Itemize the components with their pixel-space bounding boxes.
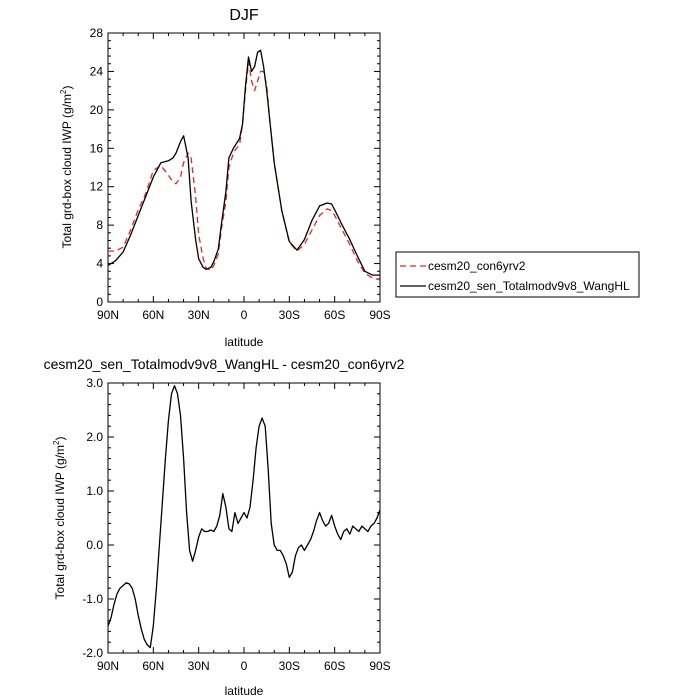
bottom-y-tick-label: -1.0 xyxy=(82,592,103,606)
top-y-tick-label: 24 xyxy=(90,64,104,78)
top-y-tick-label: 16 xyxy=(90,141,104,155)
bottom-y-tick-label: 0.0 xyxy=(86,538,103,552)
top-y-tick-label: 28 xyxy=(90,26,104,40)
bottom-panel: cesm20_sen_Totalmodv9v8_WangHL - cesm20_… xyxy=(44,356,405,698)
bottom-plot-area: 90N 60N 30N 0 30S 60S 90S -2.0 -1.0 0.0 1.0 2.0 3.0 xyxy=(82,376,390,673)
top-x-axis-label: latitude xyxy=(225,335,264,349)
top-y-tick-label: 0 xyxy=(96,295,103,309)
bottom-chart-title: cesm20_sen_Totalmodv9v8_WangHL - cesm20_… xyxy=(44,356,405,372)
top-series-line-0 xyxy=(108,61,381,281)
bottom-x-tick-label: 0 xyxy=(241,659,248,673)
top-chart-title: DJF xyxy=(229,7,259,24)
legend-label-cesm20-sen: cesm20_sen_Totalmodv9v8_WangHL xyxy=(428,279,630,293)
top-plot-frame xyxy=(107,32,381,303)
top-x-tick-label: 90N xyxy=(97,308,119,322)
top-x-tick-label: 90S xyxy=(369,308,390,322)
top-panel: DJF 90N 60N 30N 0 30S 60S 90S 0 4 8 12 16 20 24 28 lat… xyxy=(59,7,640,349)
top-y-tick-label: 4 xyxy=(96,257,103,271)
top-plot-area: 90N 60N 30N 0 30S 60S 90S 0 4 8 12 16 20 24 28 xyxy=(90,26,391,322)
bottom-x-tick-label: 30N xyxy=(188,659,210,673)
bottom-series-line-0 xyxy=(107,385,381,649)
legend: cesm20_con6yrv2 cesm20_sen_Totalmodv9v8_… xyxy=(395,251,640,298)
top-series-line-1 xyxy=(107,49,380,276)
top-x-tick-label: 60N xyxy=(142,308,164,322)
top-y-tick-label: 8 xyxy=(96,218,103,232)
bottom-plot-frame xyxy=(107,382,381,654)
bottom-x-tick-label: 90S xyxy=(369,659,390,673)
top-x-tick-label: 0 xyxy=(241,308,248,322)
legend-label-cesm20-con6yrv2: cesm20_con6yrv2 xyxy=(428,259,526,273)
top-y-tick-label: 20 xyxy=(90,103,104,117)
top-x-tick-label: 30N xyxy=(188,308,210,322)
bottom-x-tick-label: 30S xyxy=(279,659,300,673)
top-y-tick-label: 12 xyxy=(90,180,104,194)
bottom-y-axis-label: Total grd-box cloud IWP (g/m2) xyxy=(52,437,67,600)
top-x-tick-label: 60S xyxy=(324,308,345,322)
bottom-y-tick-label: -2.0 xyxy=(82,646,103,660)
bottom-x-axis-label: latitude xyxy=(225,684,264,698)
bottom-x-tick-label: 60N xyxy=(142,659,164,673)
top-x-tick-label: 30S xyxy=(279,308,300,322)
top-y-axis-label: Total grd-box cloud IWP (g/m2) xyxy=(59,86,74,249)
bottom-y-tick-label: 3.0 xyxy=(86,376,103,390)
bottom-y-tick-label: 1.0 xyxy=(86,484,103,498)
bottom-y-tick-label: 2.0 xyxy=(86,430,103,444)
bottom-x-tick-label: 90N xyxy=(97,659,119,673)
legend-box xyxy=(395,251,640,298)
bottom-x-tick-label: 60S xyxy=(324,659,345,673)
